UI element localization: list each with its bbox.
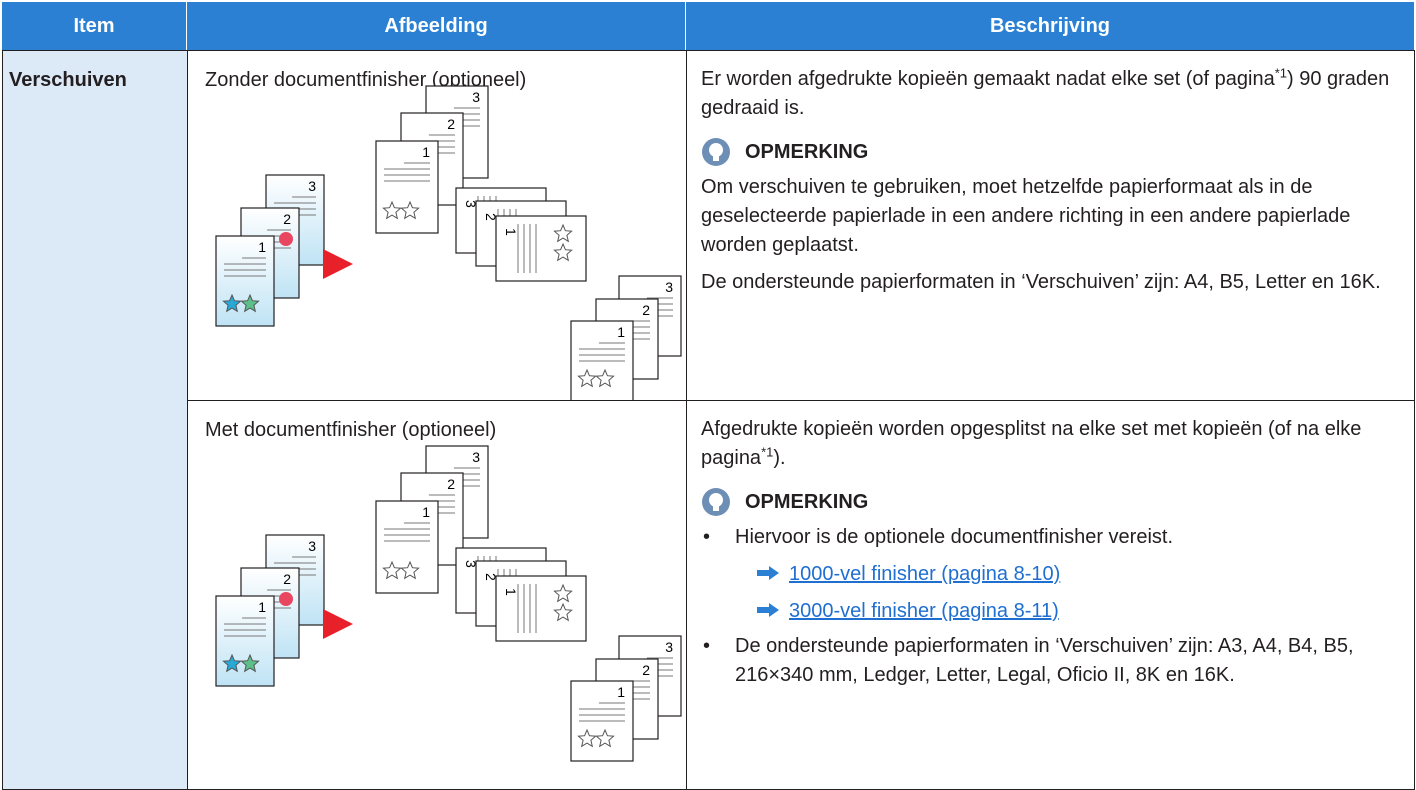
page-number: 2 xyxy=(642,662,650,678)
description-cell: Er worden afgedrukte kopieën gemaakt nad… xyxy=(686,50,1415,401)
note-heading: OPMERKING xyxy=(701,487,1394,517)
note-paragraph: De ondersteunde papierformaten in ‘Versc… xyxy=(701,271,1381,293)
star xyxy=(400,200,420,220)
note-bullet: De ondersteunde papierformaten in ‘Versc… xyxy=(701,632,1394,690)
header-item: Item xyxy=(2,2,187,50)
page-number: 1 xyxy=(503,588,519,596)
note-paragraph: Om verschuiven te gebruiken, moet hetzel… xyxy=(701,176,1351,256)
page-number: 2 xyxy=(447,116,455,132)
text: ). xyxy=(773,447,786,469)
item-label: Verschuiven xyxy=(9,69,127,91)
description-cell: Afgedrukte kopieën worden opgesplitst na… xyxy=(686,400,1415,790)
page-number: 1 xyxy=(617,324,625,340)
footnote-ref: *1 xyxy=(761,444,774,460)
page-number: 2 xyxy=(483,213,499,221)
page xyxy=(375,140,439,234)
text: Hiervoor is de optionele documentfinishe… xyxy=(735,526,1173,548)
page-number: 3 xyxy=(308,538,316,554)
page xyxy=(375,500,439,594)
link-arrow xyxy=(757,603,779,617)
page-number: 2 xyxy=(283,571,291,587)
page-number: 3 xyxy=(463,200,479,208)
page-number: 3 xyxy=(665,639,673,655)
link-text[interactable]: 1000-vel finisher (pagina 8-10) xyxy=(789,563,1061,585)
star xyxy=(553,242,573,262)
note-icon xyxy=(702,138,730,166)
header-image: Afbeelding xyxy=(187,2,686,50)
text: Er worden afgedrukte kopieën gemaakt nad… xyxy=(701,68,1275,90)
text: ) 90 graden gedraaid is. xyxy=(701,68,1390,119)
link-text[interactable]: 3000-vel finisher (pagina 8-11) xyxy=(789,600,1059,622)
page-number: 3 xyxy=(308,178,316,194)
link-arrow xyxy=(757,566,779,580)
star xyxy=(553,223,573,243)
star xyxy=(382,560,402,580)
page-number: 3 xyxy=(665,279,673,295)
image-caption: Met documentfinisher (optioneel) xyxy=(205,419,497,441)
footnote-ref: *1 xyxy=(1274,65,1287,81)
header-description: Beschrijving xyxy=(686,2,1414,50)
page-number: 1 xyxy=(258,599,266,615)
page-number: 1 xyxy=(617,684,625,700)
note-bullet: Hiervoor is de optionele documentfinishe… xyxy=(701,523,1394,626)
star xyxy=(595,368,615,388)
page-number: 2 xyxy=(483,573,499,581)
page-number: 3 xyxy=(472,449,480,465)
note-heading: OPMERKING xyxy=(701,137,1394,167)
item-cell: Verschuiven xyxy=(2,50,188,790)
page-number: 1 xyxy=(422,144,430,160)
page xyxy=(215,595,275,687)
page xyxy=(495,575,587,642)
arrow xyxy=(323,249,353,279)
page-number: 1 xyxy=(422,504,430,520)
link[interactable]: 1000-vel finisher (pagina 8-10) xyxy=(757,560,1394,589)
text: OPMERKING xyxy=(745,490,869,513)
star xyxy=(222,653,242,673)
star xyxy=(240,293,260,313)
star xyxy=(553,583,573,603)
star xyxy=(382,200,402,220)
star xyxy=(577,728,597,748)
description: Er worden afgedrukte kopieën gemaakt nad… xyxy=(701,65,1394,123)
star xyxy=(222,293,242,313)
star xyxy=(577,368,597,388)
text: OPMERKING xyxy=(745,140,869,163)
page-number: 2 xyxy=(642,302,650,318)
note-icon xyxy=(702,488,730,516)
dot xyxy=(279,232,293,246)
page xyxy=(495,215,587,282)
arrow xyxy=(323,609,353,639)
star xyxy=(240,653,260,673)
page-number: 1 xyxy=(258,239,266,255)
page-number: 1 xyxy=(503,228,519,236)
page-number: 2 xyxy=(447,476,455,492)
page-number: 2 xyxy=(283,211,291,227)
page-number: 3 xyxy=(472,89,480,105)
star xyxy=(595,728,615,748)
link[interactable]: 3000-vel finisher (pagina 8-11) xyxy=(757,597,1394,626)
description: Afgedrukte kopieën worden opgesplitst na… xyxy=(701,415,1394,473)
star xyxy=(400,560,420,580)
dot xyxy=(279,592,293,606)
star xyxy=(553,602,573,622)
text: Afgedrukte kopieën worden opgesplitst na… xyxy=(701,418,1362,469)
page-number: 3 xyxy=(463,560,479,568)
